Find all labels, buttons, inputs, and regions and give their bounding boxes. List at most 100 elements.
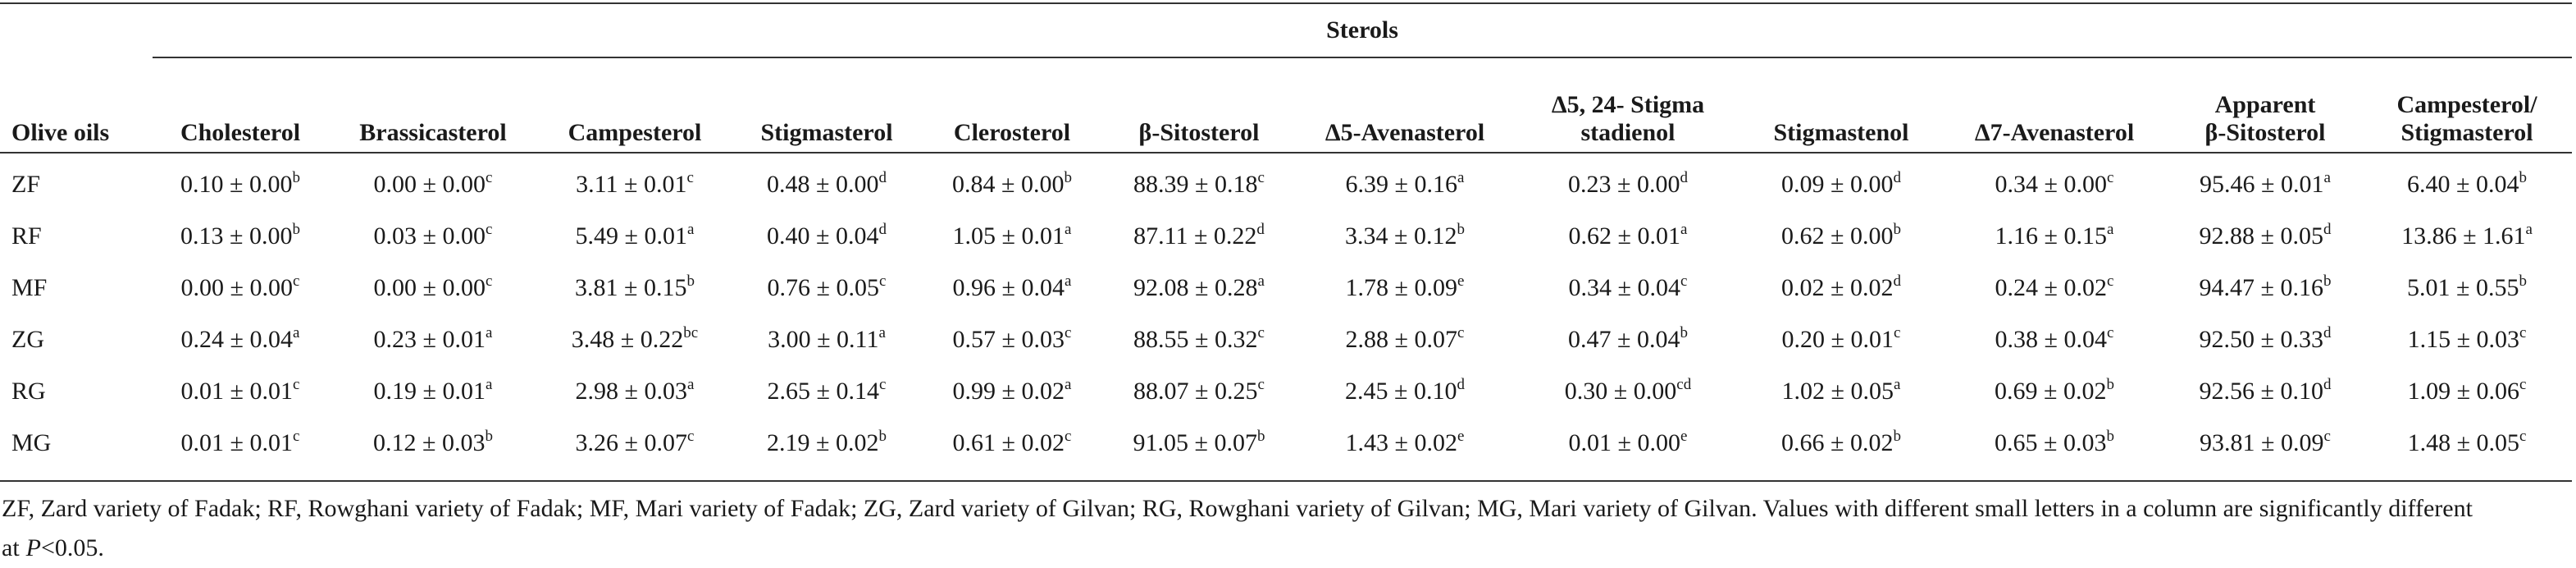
significance-letter: a (2525, 220, 2533, 238)
mean-sd: 6.40 ± 0.04 (2407, 170, 2519, 198)
mean-sd: 88.39 ± 0.18 (1133, 170, 1258, 198)
mean-sd: 3.26 ± 0.07 (575, 428, 688, 456)
significance-letter: c (293, 375, 300, 393)
significance-letter: a (1257, 272, 1265, 290)
data-row: MF 0.00 ± 0.00c 0.00 ± 0.00c 3.81 ± 0.15b 0.… (0, 262, 2572, 314)
value-cell: 0.62 ± 0.00b (1742, 210, 1940, 262)
significance-letter: c (2519, 375, 2527, 393)
row-label: ZF (11, 170, 41, 198)
significance-letter: c (2519, 427, 2527, 445)
value-cell: 0.02 ± 0.02d (1742, 262, 1940, 314)
value-cell: 0.10 ± 0.00b (153, 153, 328, 210)
value-cell: 92.56 ± 0.10d (2168, 365, 2362, 417)
significance-letter: c (2323, 427, 2331, 445)
value-cell: 94.47 ± 0.16b (2168, 262, 2362, 314)
significance-letter: c (1894, 323, 1901, 341)
value-cell: 3.00 ± 0.11a (732, 314, 922, 365)
mean-sd: 0.10 ± 0.00 (180, 170, 293, 198)
row-label: RG (11, 377, 46, 405)
mean-sd: 0.38 ± 0.04 (1995, 325, 2108, 353)
value-cell: 2.65 ± 0.14c (732, 365, 922, 417)
significance-letter: d (1256, 220, 1265, 238)
significance-letter: d (2323, 323, 2332, 341)
mean-sd: 0.23 ± 0.01 (373, 325, 486, 353)
mean-sd: 1.09 ± 0.06 (2407, 377, 2520, 405)
value-cell: 0.47 ± 0.04b (1514, 314, 1742, 365)
value-cell: 1.43 ± 0.02e (1296, 417, 1514, 482)
mean-sd: 13.86 ± 1.61 (2401, 222, 2526, 250)
header-line: Campesterol (568, 119, 702, 146)
value-cell: 0.13 ± 0.00b (153, 210, 328, 262)
value-cell: 1.05 ± 0.01a (922, 210, 1102, 262)
mean-sd: 1.05 ± 0.01 (952, 222, 1065, 250)
value-cell: 5.01 ± 0.55b (2362, 262, 2572, 314)
value-cell: 0.62 ± 0.01a (1514, 210, 1742, 262)
significance-letter: c (293, 427, 300, 445)
data-row: MG 0.01 ± 0.01c 0.12 ± 0.03b 3.26 ± 0.07c 2.… (0, 417, 2573, 482)
data-row: ZF 0.10 ± 0.00b 0.00 ± 0.00c 3.11 ± 0.01c 0.… (0, 153, 2572, 210)
value-cell: 0.57 ± 0.03c (922, 314, 1102, 365)
value-cell: 0.40 ± 0.04d (732, 210, 922, 262)
significance-letter: d (1893, 168, 1901, 186)
significance-letter: c (486, 220, 493, 238)
value-cell: 0.03 ± 0.00c (328, 210, 538, 262)
value-cell: 1.15 ± 0.03c (2362, 314, 2572, 365)
mean-sd: 92.50 ± 0.33 (2199, 325, 2323, 353)
row-label: ZG (11, 325, 44, 353)
value-cell: 0.24 ± 0.02c (1940, 262, 2168, 314)
significance-letter: c (1680, 272, 1688, 290)
header-line: Δ5-Avenasterol (1324, 119, 1485, 146)
mean-sd: 0.34 ± 0.04 (1568, 273, 1681, 301)
significance-letter: c (1257, 323, 1265, 341)
significance-letter: b (292, 220, 300, 238)
value-cell: 0.00 ± 0.00c (328, 153, 538, 210)
mean-sd: 0.00 ± 0.00 (373, 170, 486, 198)
mean-sd: 0.20 ± 0.01 (1781, 325, 1894, 353)
column-header: Clerosterol (922, 57, 1102, 153)
column-header: Stigmastenol (1742, 57, 1940, 153)
column-header: β-Sitosterol (1102, 57, 1296, 153)
value-cell: 0.09 ± 0.00d (1742, 153, 1940, 210)
value-cell: 0.00 ± 0.00c (328, 262, 538, 314)
value-cell: 0.23 ± 0.01a (328, 314, 538, 365)
mean-sd: 5.01 ± 0.55 (2407, 273, 2519, 301)
header-line: Clerosterol (953, 119, 1071, 146)
significance-letter: c (1257, 168, 1265, 186)
mean-sd: 3.11 ± 0.01 (576, 170, 687, 198)
column-header: Δ5-Avenasterol (1296, 57, 1514, 153)
value-cell: 2.19 ± 0.02b (732, 417, 922, 482)
mean-sd: 3.48 ± 0.22 (571, 325, 684, 353)
column-header: Apparent β-Sitosterol (2168, 57, 2362, 153)
value-cell: 95.46 ± 0.01a (2168, 153, 2362, 210)
data-row: RG 0.01 ± 0.01c 0.19 ± 0.01a 2.98 ± 0.03a 2.… (0, 365, 2572, 417)
header-line: Stigmasterol (760, 119, 893, 146)
mean-sd: 0.02 ± 0.02 (1781, 273, 1894, 301)
mean-sd: 0.65 ± 0.03 (1995, 428, 2107, 456)
mean-sd: 92.88 ± 0.05 (2199, 222, 2323, 250)
value-cell: 0.34 ± 0.04c (1514, 262, 1742, 314)
footnote-text: ZF, Zard variety of Fadak; RF, Rowghani … (2, 495, 2473, 561)
value-cell: 0.34 ± 0.00c (1940, 153, 2168, 210)
significance-letter: b (292, 168, 300, 186)
mean-sd: 0.01 ± 0.01 (180, 377, 294, 405)
significance-letter: b (1893, 220, 1901, 238)
mean-sd: 3.81 ± 0.15 (575, 273, 687, 301)
value-cell: 93.81 ± 0.09c (2168, 417, 2362, 482)
significance-letter: c (293, 272, 300, 290)
value-cell: 3.26 ± 0.07c (538, 417, 732, 482)
header-line: Olive oils (11, 119, 110, 146)
column-header: Campesterol/Stigmasterol (2362, 57, 2573, 153)
mean-sd: 93.81 ± 0.09 (2200, 428, 2324, 456)
mean-sd: 0.00 ± 0.00 (180, 273, 294, 301)
significance-letter: bc (683, 323, 699, 341)
value-cell: 88.39 ± 0.18c (1102, 153, 1296, 210)
value-cell: 0.66 ± 0.02b (1742, 417, 1940, 482)
significance-letter: c (686, 168, 694, 186)
mean-sd: 1.78 ± 0.09 (1345, 273, 1458, 301)
significance-letter: b (878, 427, 887, 445)
significance-letter: d (2323, 220, 2332, 238)
value-cell: 0.61 ± 0.02c (922, 417, 1102, 482)
header-line: Stigmastenol (1773, 119, 1909, 146)
sterol-table: Sterols Olive oils Cholesterol Brassicaste… (0, 2, 2573, 482)
mean-sd: 0.96 ± 0.04 (952, 273, 1065, 301)
